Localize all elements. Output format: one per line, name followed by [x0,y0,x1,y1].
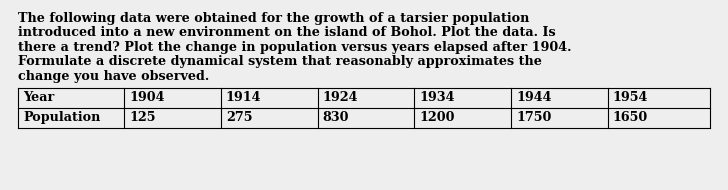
Text: The following data were obtained for the growth of a tarsier population: The following data were obtained for the… [18,12,529,25]
Text: Year: Year [23,91,55,104]
Text: 1944: 1944 [516,91,552,104]
Text: 125: 125 [129,111,156,124]
Text: Formulate a discrete dynamical system that reasonably approximates the: Formulate a discrete dynamical system th… [18,55,542,69]
Text: 1934: 1934 [419,91,455,104]
Text: Population: Population [23,111,100,124]
Text: 1904: 1904 [129,91,165,104]
Text: 1954: 1954 [613,91,648,104]
Text: 1914: 1914 [226,91,261,104]
Text: introduced into a new environment on the island of Bohol. Plot the data. Is: introduced into a new environment on the… [18,26,555,40]
Text: there a trend? Plot the change in population versus years elapsed after 1904.: there a trend? Plot the change in popula… [18,41,571,54]
Text: 1650: 1650 [613,111,648,124]
Text: 1924: 1924 [323,91,358,104]
Text: change you have observed.: change you have observed. [18,70,209,83]
Text: 1750: 1750 [516,111,551,124]
Text: 1200: 1200 [419,111,455,124]
Text: 830: 830 [323,111,349,124]
Text: 275: 275 [226,111,253,124]
